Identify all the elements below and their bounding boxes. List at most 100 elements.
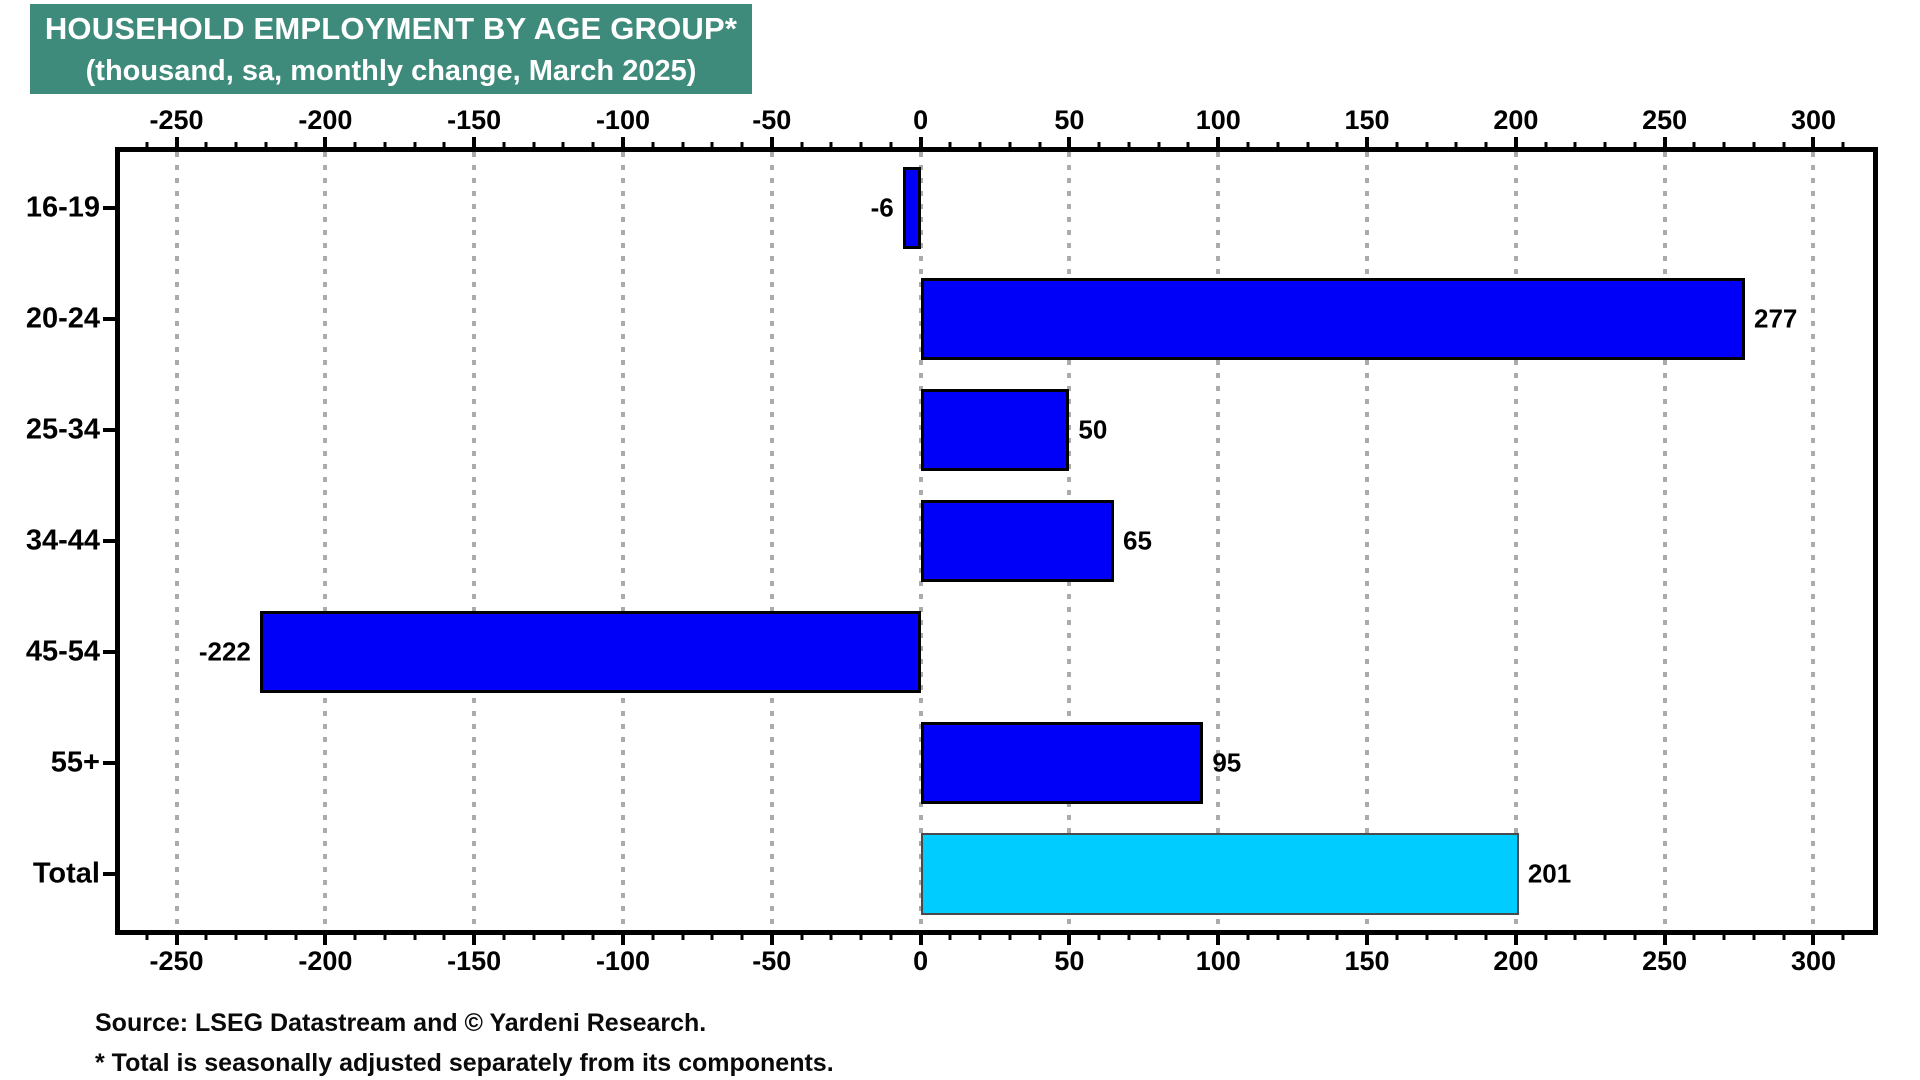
top-minor-tick bbox=[1573, 142, 1577, 147]
gridline-150 bbox=[1365, 152, 1370, 930]
bottom-tick--250 bbox=[174, 935, 179, 945]
top-axis-label: -50 bbox=[752, 105, 792, 135]
top-minor-tick bbox=[1335, 142, 1339, 147]
top-axis-label: -200 bbox=[298, 105, 353, 135]
bar-20-24 bbox=[920, 277, 1745, 360]
bottom-tick-200 bbox=[1513, 935, 1518, 945]
top-axis-label: 250 bbox=[1642, 105, 1688, 135]
chart-subtitle: (thousand, sa, monthly change, March 202… bbox=[85, 55, 697, 87]
top-minor-tick bbox=[681, 142, 684, 147]
value-label-Total: 201 bbox=[1527, 858, 1572, 889]
bottom-minor-tick bbox=[1454, 935, 1458, 940]
top-tick-50 bbox=[1067, 137, 1072, 147]
bottom-minor-tick bbox=[1544, 935, 1548, 940]
bottom-tick--150 bbox=[472, 935, 477, 945]
top-tick-100 bbox=[1216, 137, 1221, 147]
bottom-minor-tick bbox=[948, 935, 952, 940]
bottom-minor-tick bbox=[710, 935, 714, 940]
footer-source: Source: LSEG Datastream and © Yardeni Re… bbox=[95, 1009, 707, 1037]
top-minor-tick bbox=[1603, 142, 1607, 147]
category-tick bbox=[103, 538, 115, 543]
bottom-minor-tick bbox=[294, 935, 298, 940]
top-minor-tick bbox=[1841, 142, 1845, 147]
top-tick-150 bbox=[1365, 137, 1370, 147]
gridline-300 bbox=[1811, 152, 1816, 930]
top-minor-tick bbox=[978, 142, 982, 147]
bottom-minor-tick bbox=[1246, 935, 1250, 940]
top-minor-tick bbox=[1633, 142, 1637, 147]
bottom-minor-tick bbox=[829, 935, 833, 940]
top-minor-tick bbox=[1752, 142, 1756, 147]
gridline--250 bbox=[174, 152, 179, 930]
bottom-minor-tick bbox=[204, 935, 208, 940]
bottom-minor-tick bbox=[1782, 935, 1786, 940]
bottom-axis-label: 300 bbox=[1790, 946, 1836, 976]
top-minor-tick bbox=[561, 142, 565, 147]
top-minor-tick bbox=[1246, 142, 1250, 147]
bottom-minor-tick bbox=[591, 935, 595, 940]
bottom-minor-tick bbox=[1573, 935, 1577, 940]
category-label-16-19: 16-19 bbox=[25, 191, 100, 224]
bottom-minor-tick bbox=[1425, 935, 1429, 940]
top-minor-tick bbox=[1276, 142, 1280, 147]
bottom-minor-tick bbox=[561, 935, 565, 940]
top-minor-tick bbox=[1306, 142, 1310, 147]
bottom-minor-tick bbox=[1752, 935, 1756, 940]
top-minor-tick bbox=[859, 142, 863, 147]
bottom-tick-300 bbox=[1811, 935, 1816, 945]
top-minor-tick bbox=[740, 142, 744, 147]
bottom-minor-tick bbox=[1008, 935, 1012, 940]
top-minor-tick bbox=[413, 142, 417, 147]
top-axis-label: 200 bbox=[1493, 105, 1539, 135]
top-tick--150 bbox=[472, 137, 477, 147]
top-tick--100 bbox=[620, 137, 625, 147]
bottom-axis-label: 250 bbox=[1642, 946, 1688, 976]
top-minor-tick bbox=[294, 142, 298, 147]
bottom-minor-tick bbox=[264, 935, 268, 940]
top-tick--200 bbox=[323, 137, 328, 147]
top-minor-tick bbox=[1782, 142, 1786, 147]
bottom-tick--200 bbox=[323, 935, 328, 945]
top-minor-tick bbox=[353, 142, 357, 147]
bar-16-19 bbox=[902, 166, 921, 249]
top-axis-label: 0 bbox=[913, 105, 929, 135]
gridline--200 bbox=[323, 152, 328, 930]
top-minor-tick bbox=[1127, 142, 1131, 147]
bottom-minor-tick bbox=[502, 935, 506, 940]
bar-row-55+: 55+ 95 bbox=[51, 708, 1873, 819]
top-tick-300 bbox=[1811, 137, 1816, 147]
top-minor-tick bbox=[1544, 142, 1548, 147]
top-minor-tick bbox=[1425, 142, 1429, 147]
bar-55+ bbox=[920, 722, 1204, 805]
value-label-45-54: -222 bbox=[198, 636, 251, 667]
gridline-200 bbox=[1513, 152, 1518, 930]
top-minor-tick bbox=[532, 142, 536, 147]
bottom-minor-tick bbox=[532, 935, 536, 940]
top-minor-tick bbox=[204, 142, 208, 147]
title-box: HOUSEHOLD EMPLOYMENT BY AGE GROUP* (thou… bbox=[30, 4, 752, 94]
top-minor-tick bbox=[234, 142, 238, 147]
top-tick-0 bbox=[918, 137, 923, 147]
category-label-25-34: 25-34 bbox=[25, 413, 100, 446]
bottom-axis-label: -50 bbox=[752, 946, 792, 976]
bottom-minor-tick bbox=[1692, 935, 1696, 940]
footer-note: * Total is seasonally adjusted separatel… bbox=[95, 1049, 834, 1077]
bottom-minor-tick bbox=[1127, 935, 1131, 940]
bottom-tick--100 bbox=[620, 935, 625, 945]
bar-row-25-34: 25-34 50 bbox=[26, 374, 1873, 485]
top-axis-label: 50 bbox=[1054, 105, 1085, 135]
bar-34-44 bbox=[920, 499, 1115, 582]
bar-Total bbox=[920, 833, 1519, 916]
top-minor-tick bbox=[1097, 142, 1101, 147]
top-tick-250 bbox=[1662, 137, 1667, 147]
top-minor-tick bbox=[1038, 142, 1042, 147]
category-tick bbox=[103, 761, 115, 766]
bottom-tick-250 bbox=[1662, 935, 1667, 945]
top-minor-tick bbox=[889, 142, 893, 147]
bottom-minor-tick bbox=[1484, 935, 1488, 940]
value-label-16-19: -6 bbox=[870, 192, 894, 223]
top-axis-label: -100 bbox=[595, 105, 650, 135]
bottom-minor-tick bbox=[353, 935, 357, 940]
top-axis-label: 150 bbox=[1344, 105, 1390, 135]
top-minor-tick bbox=[829, 142, 833, 147]
